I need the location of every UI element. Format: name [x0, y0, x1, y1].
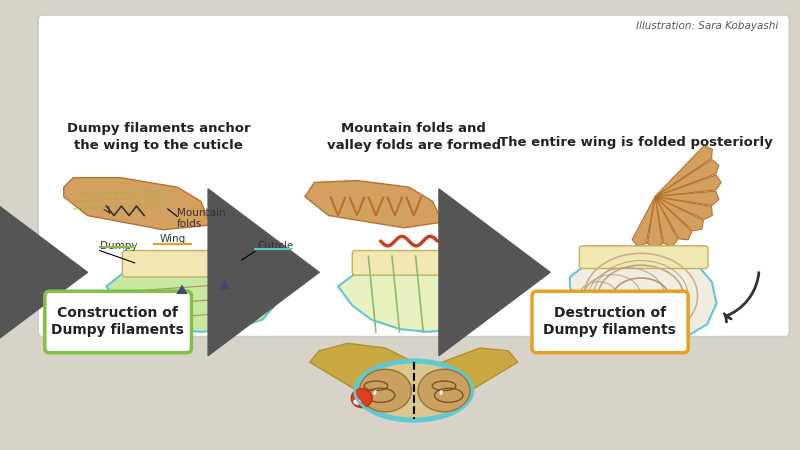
- Polygon shape: [414, 348, 518, 410]
- FancyBboxPatch shape: [45, 291, 191, 353]
- Text: Cuticle: Cuticle: [258, 241, 294, 251]
- Ellipse shape: [357, 362, 470, 419]
- Polygon shape: [106, 253, 277, 332]
- Polygon shape: [64, 178, 210, 230]
- Polygon shape: [219, 280, 230, 289]
- Polygon shape: [648, 197, 662, 249]
- Polygon shape: [655, 197, 678, 247]
- FancyBboxPatch shape: [532, 291, 688, 353]
- Polygon shape: [632, 197, 655, 247]
- Polygon shape: [655, 145, 712, 197]
- FancyBboxPatch shape: [579, 246, 708, 269]
- Polygon shape: [655, 191, 719, 205]
- FancyBboxPatch shape: [38, 15, 790, 337]
- Text: Wing: Wing: [159, 234, 186, 244]
- Polygon shape: [176, 284, 188, 294]
- Polygon shape: [310, 343, 414, 410]
- Polygon shape: [655, 175, 722, 197]
- FancyBboxPatch shape: [122, 251, 270, 277]
- Polygon shape: [305, 180, 442, 228]
- Text: Mountain folds and
valley folds are formed: Mountain folds and valley folds are form…: [326, 122, 501, 152]
- Polygon shape: [655, 197, 692, 240]
- Polygon shape: [655, 197, 712, 219]
- Polygon shape: [655, 159, 719, 197]
- Text: The entire wing is folded posteriorly: The entire wing is folded posteriorly: [499, 136, 773, 149]
- Polygon shape: [570, 249, 717, 348]
- Text: Illustration: Sara Kobayashi: Illustration: Sara Kobayashi: [636, 21, 778, 31]
- FancyBboxPatch shape: [352, 251, 486, 275]
- Text: Destruction of
Dumpy filaments: Destruction of Dumpy filaments: [543, 306, 676, 337]
- Text: Mountain
folds: Mountain folds: [178, 207, 226, 229]
- Ellipse shape: [418, 369, 470, 412]
- Text: Dumpy filaments anchor
the wing to the cuticle: Dumpy filaments anchor the wing to the c…: [66, 122, 250, 152]
- Ellipse shape: [354, 399, 361, 405]
- Text: Dumpy: Dumpy: [100, 241, 137, 251]
- Polygon shape: [338, 253, 491, 332]
- Text: Construction of
Dumpy filaments: Construction of Dumpy filaments: [51, 306, 184, 337]
- Ellipse shape: [359, 369, 411, 412]
- Polygon shape: [655, 197, 703, 231]
- Ellipse shape: [351, 389, 372, 408]
